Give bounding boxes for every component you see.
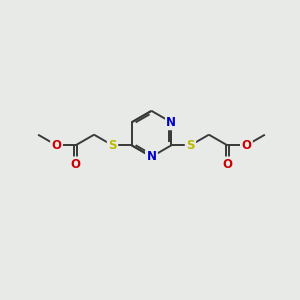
Text: O: O — [222, 158, 232, 171]
Text: S: S — [186, 139, 195, 152]
Text: S: S — [108, 139, 117, 152]
Text: N: N — [146, 150, 157, 163]
Text: O: O — [52, 139, 61, 152]
Text: O: O — [70, 158, 81, 171]
Text: O: O — [242, 139, 251, 152]
Text: N: N — [167, 116, 176, 129]
